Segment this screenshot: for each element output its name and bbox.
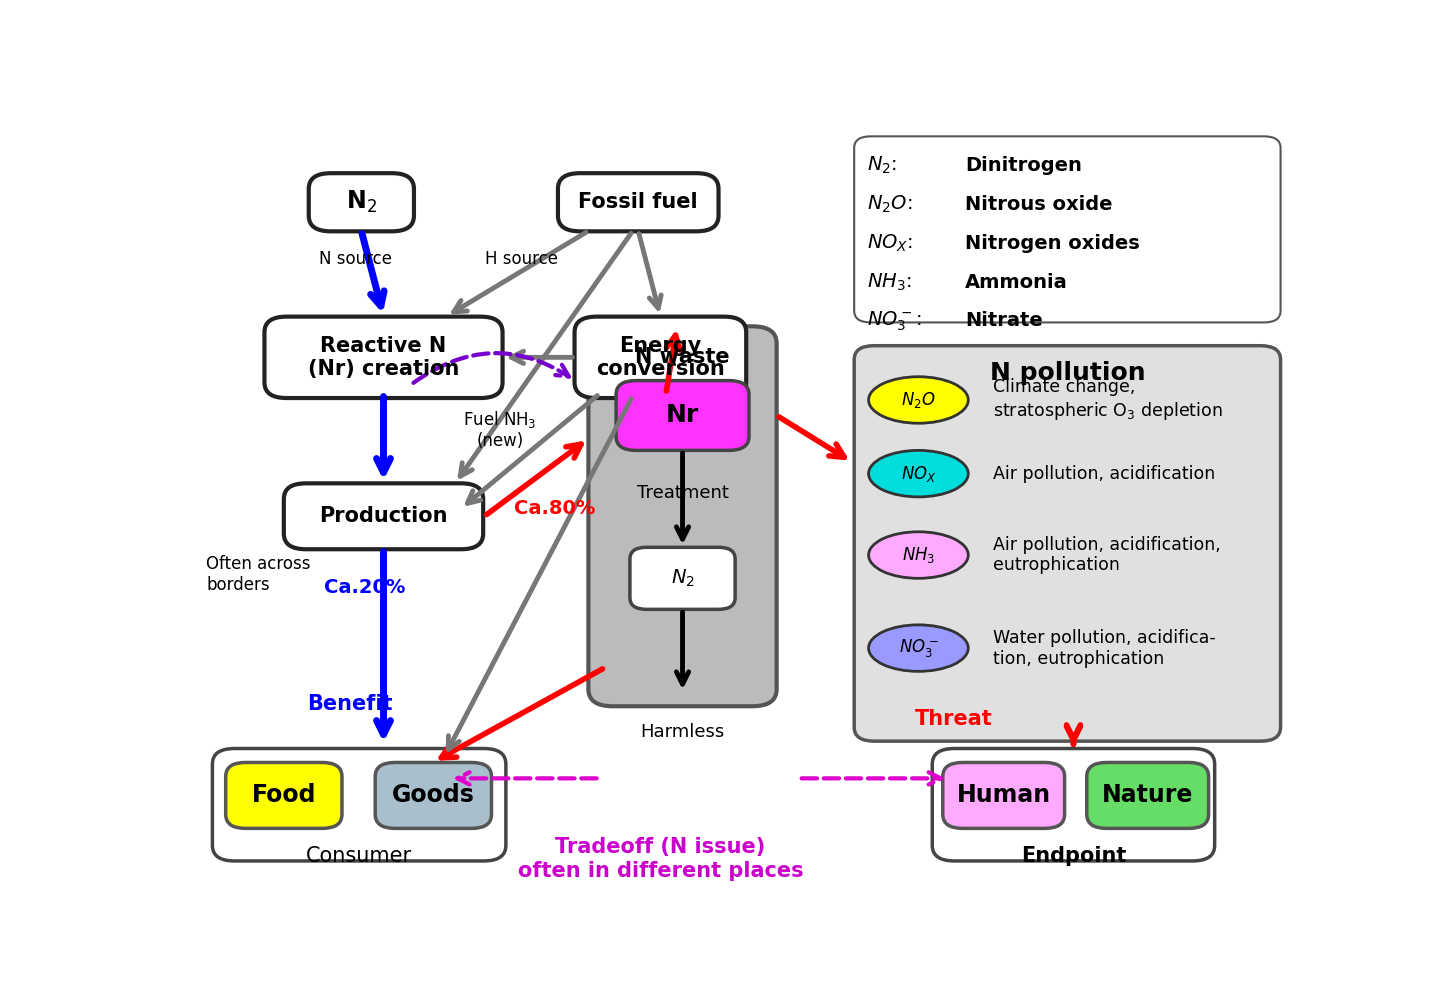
FancyBboxPatch shape	[932, 748, 1215, 861]
Text: Goods: Goods	[392, 783, 474, 808]
Text: H source: H source	[486, 250, 559, 268]
FancyBboxPatch shape	[376, 762, 492, 829]
Text: Water pollution, acidifica-
tion, eutrophication: Water pollution, acidifica- tion, eutrop…	[993, 628, 1216, 668]
Text: N$_2$: N$_2$	[346, 189, 377, 215]
Ellipse shape	[869, 624, 969, 672]
FancyBboxPatch shape	[589, 326, 777, 706]
FancyBboxPatch shape	[226, 762, 342, 829]
Text: $N_2$:: $N_2$:	[867, 155, 897, 176]
FancyBboxPatch shape	[557, 173, 719, 232]
Text: Threat: Threat	[915, 710, 993, 729]
FancyBboxPatch shape	[855, 136, 1280, 322]
FancyBboxPatch shape	[264, 316, 503, 398]
Text: N pollution: N pollution	[989, 361, 1145, 385]
Text: Air pollution, acidification,
eutrophication: Air pollution, acidification, eutrophica…	[993, 536, 1220, 574]
Text: Nr: Nr	[666, 404, 699, 428]
Text: Consumer: Consumer	[306, 846, 412, 866]
Text: Air pollution, acidification: Air pollution, acidification	[993, 464, 1215, 482]
Text: Nitrous oxide: Nitrous oxide	[965, 195, 1112, 214]
Text: Endpoint: Endpoint	[1020, 846, 1126, 866]
Text: Nitrogen oxides: Nitrogen oxides	[965, 234, 1140, 253]
FancyBboxPatch shape	[616, 381, 749, 450]
FancyBboxPatch shape	[943, 762, 1065, 829]
Text: $NH_3$:: $NH_3$:	[867, 272, 912, 293]
Text: Often across
borders: Often across borders	[206, 555, 312, 594]
Text: Harmless: Harmless	[640, 723, 725, 741]
FancyBboxPatch shape	[1086, 762, 1209, 829]
Text: Nitrate: Nitrate	[965, 311, 1043, 330]
FancyBboxPatch shape	[284, 483, 483, 549]
Text: N source: N source	[319, 250, 393, 268]
Text: $NH_3$: $NH_3$	[902, 545, 935, 565]
FancyBboxPatch shape	[630, 548, 735, 609]
Text: N waste: N waste	[636, 347, 730, 368]
Text: $NO_3^-$: $NO_3^-$	[899, 637, 939, 660]
Text: Food: Food	[252, 783, 316, 808]
Ellipse shape	[869, 377, 969, 423]
FancyBboxPatch shape	[855, 345, 1280, 741]
Text: Human: Human	[956, 783, 1050, 808]
Text: $N_2O$:: $N_2O$:	[867, 194, 913, 215]
Text: $NO_X$: $NO_X$	[900, 463, 936, 483]
Text: Production: Production	[319, 507, 447, 527]
Text: Reactive N
(Nr) creation: Reactive N (Nr) creation	[307, 335, 459, 379]
Ellipse shape	[869, 450, 969, 496]
Text: $NO_3^-$:: $NO_3^-$:	[867, 309, 922, 332]
Text: Dinitrogen: Dinitrogen	[965, 156, 1082, 175]
Text: Nature: Nature	[1102, 783, 1193, 808]
FancyBboxPatch shape	[574, 316, 746, 398]
Text: Treatment: Treatment	[636, 484, 729, 502]
Text: Ammonia: Ammonia	[965, 273, 1067, 292]
Text: Ca.80%: Ca.80%	[514, 499, 596, 518]
Text: Energy
conversion: Energy conversion	[596, 335, 725, 379]
Text: $NO_X$:: $NO_X$:	[867, 233, 913, 254]
Text: Benefit: Benefit	[307, 694, 393, 714]
Ellipse shape	[869, 532, 969, 578]
Text: Climate change,
stratospheric O$_3$ depletion: Climate change, stratospheric O$_3$ depl…	[993, 379, 1222, 422]
Text: $N_2$: $N_2$	[670, 568, 694, 589]
Text: Fuel NH$_3$
(new): Fuel NH$_3$ (new)	[463, 409, 536, 450]
Text: Ca.20%: Ca.20%	[324, 578, 406, 597]
FancyBboxPatch shape	[309, 173, 414, 232]
Text: $N_2O$: $N_2O$	[902, 390, 936, 410]
Text: Tradeoff (N issue)
often in different places: Tradeoff (N issue) often in different pl…	[517, 838, 803, 880]
FancyBboxPatch shape	[213, 748, 506, 861]
Text: Fossil fuel: Fossil fuel	[579, 192, 697, 212]
